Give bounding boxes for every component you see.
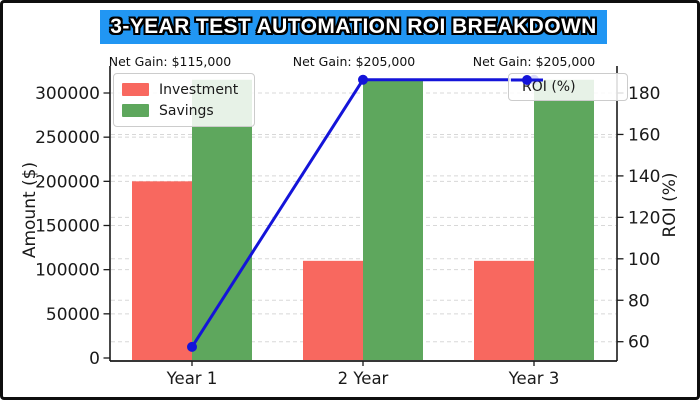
- legend-roi: ROI (%): [508, 73, 628, 101]
- legend-bars: Investment Savings: [113, 73, 255, 127]
- right-tick-label: 60: [628, 333, 650, 353]
- x-tick-label: Year 3: [508, 369, 560, 388]
- left-tick-label: 0: [89, 349, 100, 369]
- legend-label-investment: Investment: [159, 81, 239, 98]
- net-gain-annotation: Net Gain: $115,000: [109, 54, 232, 69]
- right-tick-label: 100: [628, 250, 660, 270]
- right-tick-label: 160: [628, 125, 660, 145]
- net-gain-annotation: Net Gain: $205,000: [473, 54, 596, 69]
- bar-investment-2: [303, 260, 363, 360]
- legend-item-savings: Savings: [122, 101, 254, 120]
- x-tick-label: Year 1: [166, 369, 218, 388]
- chart-title: 3-YEAR TEST AUTOMATION ROI BREAKDOWN: [110, 15, 597, 38]
- bar-investment-1: [132, 181, 192, 360]
- roi-line-sample-icon: [511, 75, 543, 85]
- left-tick-label: 200000: [35, 172, 100, 192]
- roi-point-year-2: [358, 74, 368, 85]
- y-axis-label-right: ROI (%): [660, 172, 680, 238]
- chart-canvas: 0 50000 100000 150000 200000 250000 300000 60 80…: [35, 54, 660, 388]
- left-tick-label: 250000: [35, 128, 100, 148]
- right-tick-label: 80: [628, 291, 650, 311]
- left-tick-label: 100000: [35, 261, 100, 281]
- bar-investment-3: [474, 260, 534, 360]
- bar-savings-3: [534, 79, 594, 360]
- right-tick-label: 180: [628, 84, 660, 104]
- left-tick-label: 150000: [35, 217, 100, 237]
- left-tick-label: 50000: [46, 305, 100, 325]
- legend-label-savings: Savings: [159, 102, 214, 119]
- legend-item-investment: Investment: [122, 80, 254, 99]
- title-banner: 3-YEAR TEST AUTOMATION ROI BREAKDOWN: [100, 10, 607, 44]
- investment-swatch-icon: [122, 83, 149, 96]
- savings-swatch-icon: [122, 104, 149, 117]
- left-tick-label: 300000: [35, 84, 100, 104]
- right-tick-label: 140: [628, 167, 660, 187]
- roi-point-year-1: [187, 341, 197, 352]
- legend-label-roi: ROI (%): [522, 79, 576, 95]
- net-gain-annotation: Net Gain: $205,000: [293, 54, 416, 69]
- y-axis-label-left: Amount ($): [20, 161, 40, 259]
- x-tick-label: 2 Year: [338, 369, 389, 388]
- bar-savings-2: [363, 79, 423, 360]
- right-tick-label: 120: [628, 208, 660, 228]
